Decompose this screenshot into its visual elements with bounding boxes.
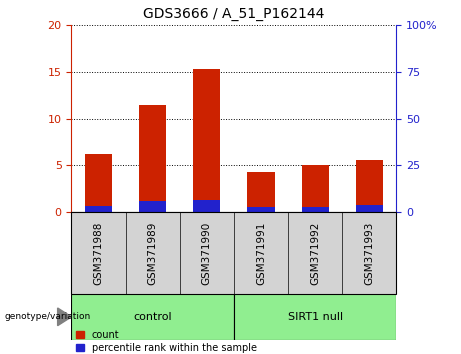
Title: GDS3666 / A_51_P162144: GDS3666 / A_51_P162144 — [143, 7, 325, 21]
Bar — [301, 165, 329, 212]
Bar — [248, 207, 275, 212]
Text: GSM371990: GSM371990 — [202, 222, 212, 285]
Text: GSM371992: GSM371992 — [310, 221, 320, 285]
Bar — [85, 154, 112, 212]
Text: SIRT1 null: SIRT1 null — [288, 312, 343, 322]
Text: GSM371989: GSM371989 — [148, 221, 158, 285]
Text: GSM371993: GSM371993 — [364, 221, 374, 285]
Bar — [193, 200, 220, 212]
Bar — [356, 205, 383, 212]
Legend: count, percentile rank within the sample: count, percentile rank within the sample — [77, 330, 257, 353]
Text: genotype/variation: genotype/variation — [5, 312, 91, 321]
Text: control: control — [133, 312, 172, 322]
Bar — [193, 69, 220, 212]
Bar — [85, 206, 112, 212]
Polygon shape — [58, 308, 71, 326]
Bar — [139, 201, 166, 212]
Bar — [301, 207, 329, 212]
Bar — [248, 172, 275, 212]
Bar — [139, 104, 166, 212]
Bar — [234, 294, 396, 340]
Bar — [356, 160, 383, 212]
Bar — [71, 294, 234, 340]
Text: GSM371991: GSM371991 — [256, 221, 266, 285]
Text: GSM371988: GSM371988 — [94, 221, 104, 285]
